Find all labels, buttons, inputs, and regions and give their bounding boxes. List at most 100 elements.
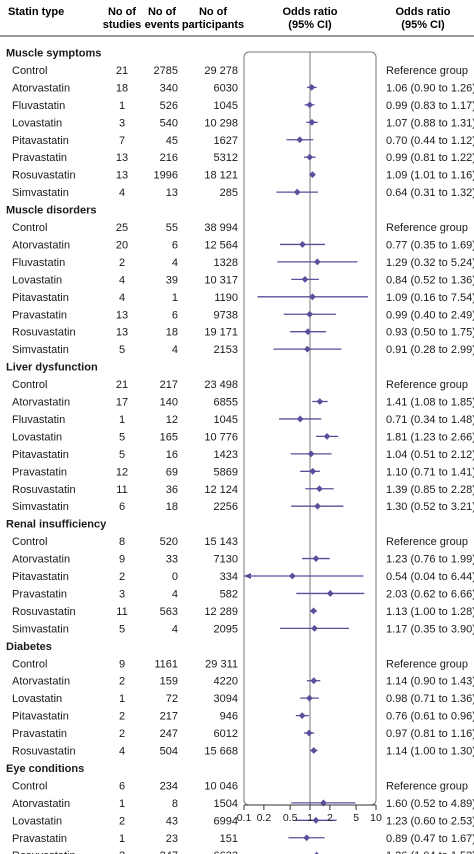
studies-count: 6 (119, 780, 125, 792)
events-count: 39 (166, 274, 178, 286)
table-row: Atorvastatin 9 33 7130 1.23 (0.76 to 1.99) (12, 554, 474, 566)
odds-ratio-text: 0.77 (0.35 to 1.69) (386, 239, 474, 251)
participants-count: 10 776 (204, 431, 238, 443)
statin-name: Rosuvastatin (12, 606, 76, 618)
point-estimate (308, 84, 316, 91)
point-estimate (304, 328, 312, 336)
studies-count: 5 (119, 431, 125, 443)
events-count: 247 (160, 850, 178, 854)
statin-name: Pravastatin (12, 309, 67, 321)
events-count: 540 (160, 117, 178, 129)
events-count: 217 (160, 711, 178, 723)
statin-name: Pitavastatin (12, 292, 69, 304)
point-estimate (311, 624, 318, 632)
table-header: Statin type No of studies No of events N… (8, 6, 451, 31)
participants-count: 2256 (214, 501, 238, 513)
table-row: Simvastatin 4 13 285 0.64 (0.31 to 1.32) (12, 187, 474, 199)
statin-name: Atorvastatin (12, 397, 70, 409)
studies-count: 2 (119, 728, 125, 740)
table-row: Control 25 55 38 994 Reference group (12, 222, 468, 234)
x-tick-label: 10 (370, 812, 382, 824)
studies-count: 13 (116, 309, 128, 321)
odds-ratio-text: 0.84 (0.52 to 1.36) (386, 274, 474, 286)
studies-count: 21 (116, 379, 128, 391)
table-row: Simvastatin 5 4 2153 0.91 (0.28 to 2.99) (12, 344, 474, 356)
studies-count: 2 (119, 711, 125, 723)
participants-count: 1045 (214, 100, 238, 112)
statin-name: Pitavastatin (12, 135, 69, 147)
statin-name: Simvastatin (12, 623, 69, 635)
group-liver-dysfunction: Liver dysfunction Control 21 217 23 498 Refer… (6, 362, 474, 514)
point-estimate (316, 485, 323, 493)
statin-name: Lovastatin (12, 693, 62, 705)
table-row: Pitavastatin 2 0 334 0.54 (0.04 to 6.44) (12, 571, 474, 583)
statin-name: Simvastatin (12, 501, 69, 513)
table-row: Lovastatin 5 165 10 776 1.81 (1.23 to 2.66) (12, 431, 474, 443)
studies-count: 2 (119, 850, 125, 854)
statin-name: Fluvastatin (12, 100, 65, 112)
statin-name: Control (12, 658, 47, 670)
statin-name: Pravastatin (12, 152, 67, 164)
studies-count: 5 (119, 449, 125, 461)
statin-name: Control (12, 65, 47, 77)
odds-ratio-text: 0.64 (0.31 to 1.32) (386, 187, 474, 199)
x-tick-label: 0.5 (283, 812, 298, 824)
point-estimate (310, 747, 318, 754)
studies-count: 7 (119, 135, 125, 147)
point-estimate (303, 345, 311, 353)
odds-ratio-text: 0.89 (0.47 to 1.67) (386, 833, 474, 845)
odds-ratio-text: 0.99 (0.81 to 1.22) (386, 152, 474, 164)
table-row: Pravastatin 13 216 5312 0.99 (0.81 to 1.22) (12, 152, 474, 164)
table-row: Pravastatin 3 4 582 2.03 (0.62 to 6.66) (12, 588, 474, 600)
group-diabetes: Diabetes Control 9 1161 29 311 Reference grou… (6, 641, 474, 758)
header-events-line1: No of (148, 6, 176, 18)
participants-count: 12 564 (204, 239, 238, 251)
participants-count: 38 994 (204, 222, 238, 234)
participants-count: 29 311 (205, 658, 238, 670)
point-estimate (296, 136, 304, 144)
events-count: 18 (166, 501, 178, 513)
header-participants-line1: No of (199, 6, 227, 18)
group-title: Eye conditions (6, 763, 84, 775)
events-count: 45 (166, 135, 178, 147)
studies-count: 21 (116, 65, 128, 77)
odds-ratio-text: 0.91 (0.28 to 2.99) (386, 344, 474, 356)
participants-count: 582 (220, 588, 238, 600)
participants-count: 2095 (214, 623, 238, 635)
odds-ratio-text: 1.04 (0.51 to 2.12) (386, 449, 474, 461)
odds-ratio-text: 1.23 (0.60 to 2.53) (386, 815, 474, 827)
events-count: 1996 (154, 170, 178, 182)
participants-count: 1190 (214, 292, 238, 304)
table-row: Rosuvastatin 11 36 12 124 1.39 (0.85 to 2.28… (12, 484, 474, 496)
studies-count: 25 (116, 222, 128, 234)
participants-count: 6855 (214, 397, 238, 409)
table-row: Simvastatin 6 18 2256 1.30 (0.52 to 3.21) (12, 501, 474, 513)
header-or-plot-line1: Odds ratio (282, 6, 337, 18)
header-studies-line2: studies (103, 19, 142, 31)
participants-count: 4220 (214, 676, 238, 688)
odds-ratio-text: 0.97 (0.81 to 1.16) (386, 728, 474, 740)
group-title: Muscle symptoms (6, 48, 101, 60)
header-or-text-line2: (95% CI) (401, 19, 445, 31)
studies-count: 6 (119, 501, 125, 513)
odds-ratio-text: 1.07 (0.88 to 1.31) (386, 117, 474, 129)
table-row: Control 9 1161 29 311 Reference group (12, 658, 468, 670)
participants-count: 12 124 (204, 484, 238, 496)
table-row: Pravastatin 12 69 5869 1.10 (0.71 to 1.41) (12, 466, 474, 478)
odds-ratio-text: 1.29 (0.32 to 5.24) (386, 257, 474, 269)
table-row: Lovastatin 3 540 10 298 1.07 (0.88 to 1.31) (12, 117, 474, 129)
events-count: 43 (166, 815, 178, 827)
table-row: Pitavastatin 2 217 946 0.76 (0.61 to 0.96) (12, 711, 474, 723)
studies-count: 4 (119, 746, 125, 758)
odds-ratio-text: 1.09 (1.01 to 1.16) (386, 170, 474, 182)
table-row: Pitavastatin 4 1 1190 1.09 (0.16 to 7.54) (12, 292, 474, 304)
header-events-line2: events (145, 19, 180, 31)
table-row: Control 21 217 23 498 Reference group (12, 379, 468, 391)
studies-count: 5 (119, 623, 125, 635)
studies-count: 1 (119, 833, 125, 845)
odds-ratio-text: 0.54 (0.04 to 6.44) (386, 571, 474, 583)
point-estimate (312, 555, 320, 562)
table-row: Pravastatin 2 247 6012 0.97 (0.81 to 1.16) (12, 728, 474, 740)
odds-ratio-text: 1.06 (0.90 to 1.26) (386, 82, 474, 94)
